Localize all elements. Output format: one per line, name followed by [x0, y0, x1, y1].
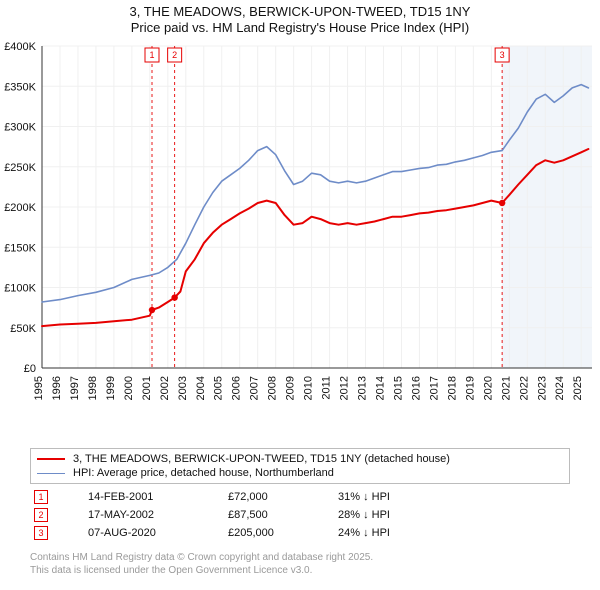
x-tick-label: 2006 — [231, 376, 243, 400]
x-tick-label: 2023 — [536, 376, 548, 400]
legend-row: 3, THE MEADOWS, BERWICK-UPON-TWEED, TD15… — [37, 452, 563, 466]
x-tick-label: 1999 — [105, 376, 117, 400]
txn-marker-cell: 1 — [34, 490, 48, 504]
legend-swatch — [37, 458, 65, 460]
x-tick-label: 2018 — [446, 376, 458, 400]
y-tick-label: £100K — [4, 283, 36, 295]
x-tick-label: 2008 — [267, 376, 279, 400]
x-tick-label: 1996 — [51, 376, 63, 400]
x-tick-label: 2007 — [249, 376, 261, 400]
x-tick-label: 2022 — [518, 376, 530, 400]
x-tick-label: 1998 — [87, 376, 99, 400]
y-tick-label: £200K — [4, 202, 36, 214]
x-tick-label: 2013 — [357, 376, 369, 400]
txn-date: 14-FEB-2001 — [88, 491, 228, 503]
x-tick-label: 2001 — [141, 376, 153, 400]
svg-text:2: 2 — [172, 50, 177, 60]
y-tick-label: £50K — [10, 323, 36, 335]
x-tick-label: 2012 — [339, 376, 351, 400]
attribution-line2: This data is licensed under the Open Gov… — [30, 565, 570, 578]
legend: 3, THE MEADOWS, BERWICK-UPON-TWEED, TD15… — [30, 448, 570, 484]
txn-date: 07-AUG-2020 — [88, 527, 228, 539]
table-row: 3 07-AUG-2020£205,00024% ↓ HPI — [30, 524, 570, 542]
x-tick-label: 2014 — [375, 376, 387, 400]
y-tick-label: £400K — [4, 41, 36, 53]
x-tick-label: 2010 — [303, 376, 315, 400]
x-tick-label: 2025 — [572, 376, 584, 400]
x-tick-label: 2021 — [500, 376, 512, 400]
x-tick-label: 2011 — [321, 376, 333, 400]
svg-text:1: 1 — [149, 50, 154, 60]
legend-label: HPI: Average price, detached house, Nort… — [73, 467, 334, 479]
y-tick-label: £300K — [4, 122, 36, 134]
table-row: 2 17-MAY-2002£87,50028% ↓ HPI — [30, 506, 570, 524]
x-tick-label: 1995 — [33, 376, 45, 400]
attribution-line1: Contains HM Land Registry data © Crown c… — [30, 552, 570, 565]
txn-price: £205,000 — [228, 527, 338, 539]
x-tick-label: 2000 — [123, 376, 135, 400]
txn-diff: 31% ↓ HPI — [338, 491, 458, 503]
txn-marker-box: 3 — [495, 48, 509, 62]
price-vs-hpi-chart: £0 £50K £100K £150K £200K £250K £300K £350K £400… — [0, 40, 600, 420]
x-tick-label: 2009 — [285, 376, 297, 400]
txn-marker-cell: 3 — [34, 526, 48, 540]
txn-marker-cell: 2 — [34, 508, 48, 522]
x-tick-label: 2003 — [177, 376, 189, 400]
x-tick-label: 2015 — [392, 376, 404, 400]
x-tick-label: 2005 — [213, 376, 225, 400]
txn-price: £87,500 — [228, 509, 338, 521]
x-tick-label: 2004 — [195, 376, 207, 400]
txn-date: 17-MAY-2002 — [88, 509, 228, 521]
table-row: 1 14-FEB-2001£72,00031% ↓ HPI — [30, 488, 570, 506]
legend-label: 3, THE MEADOWS, BERWICK-UPON-TWEED, TD15… — [73, 453, 450, 465]
y-tick-label: £250K — [4, 162, 36, 174]
y-tick-label: £0 — [24, 363, 36, 375]
svg-text:3: 3 — [500, 50, 505, 60]
txn-diff: 28% ↓ HPI — [338, 509, 458, 521]
transactions-table: 1 14-FEB-2001£72,00031% ↓ HPI 2 17-MAY-2002… — [30, 488, 570, 542]
y-tick-label: £350K — [4, 81, 36, 93]
x-tick-label: 2024 — [554, 376, 566, 400]
x-tick-label: 1997 — [69, 376, 81, 400]
x-tick-label: 2002 — [159, 376, 171, 400]
x-tick-label: 2020 — [482, 376, 494, 400]
legend-swatch — [37, 473, 65, 474]
page-title-line2: Price paid vs. HM Land Registry's House … — [0, 20, 600, 35]
txn-marker-box: 2 — [168, 48, 182, 62]
txn-marker-box: 1 — [145, 48, 159, 62]
y-tick-label: £150K — [4, 242, 36, 254]
txn-price: £72,000 — [228, 491, 338, 503]
x-tick-label: 2019 — [464, 376, 476, 400]
attribution: Contains HM Land Registry data © Crown c… — [30, 552, 570, 577]
legend-row: HPI: Average price, detached house, Nort… — [37, 466, 563, 480]
x-tick-label: 2017 — [428, 376, 440, 400]
txn-diff: 24% ↓ HPI — [338, 527, 458, 539]
x-tick-label: 2016 — [410, 376, 422, 400]
page-title-line1: 3, THE MEADOWS, BERWICK-UPON-TWEED, TD15… — [0, 4, 600, 19]
